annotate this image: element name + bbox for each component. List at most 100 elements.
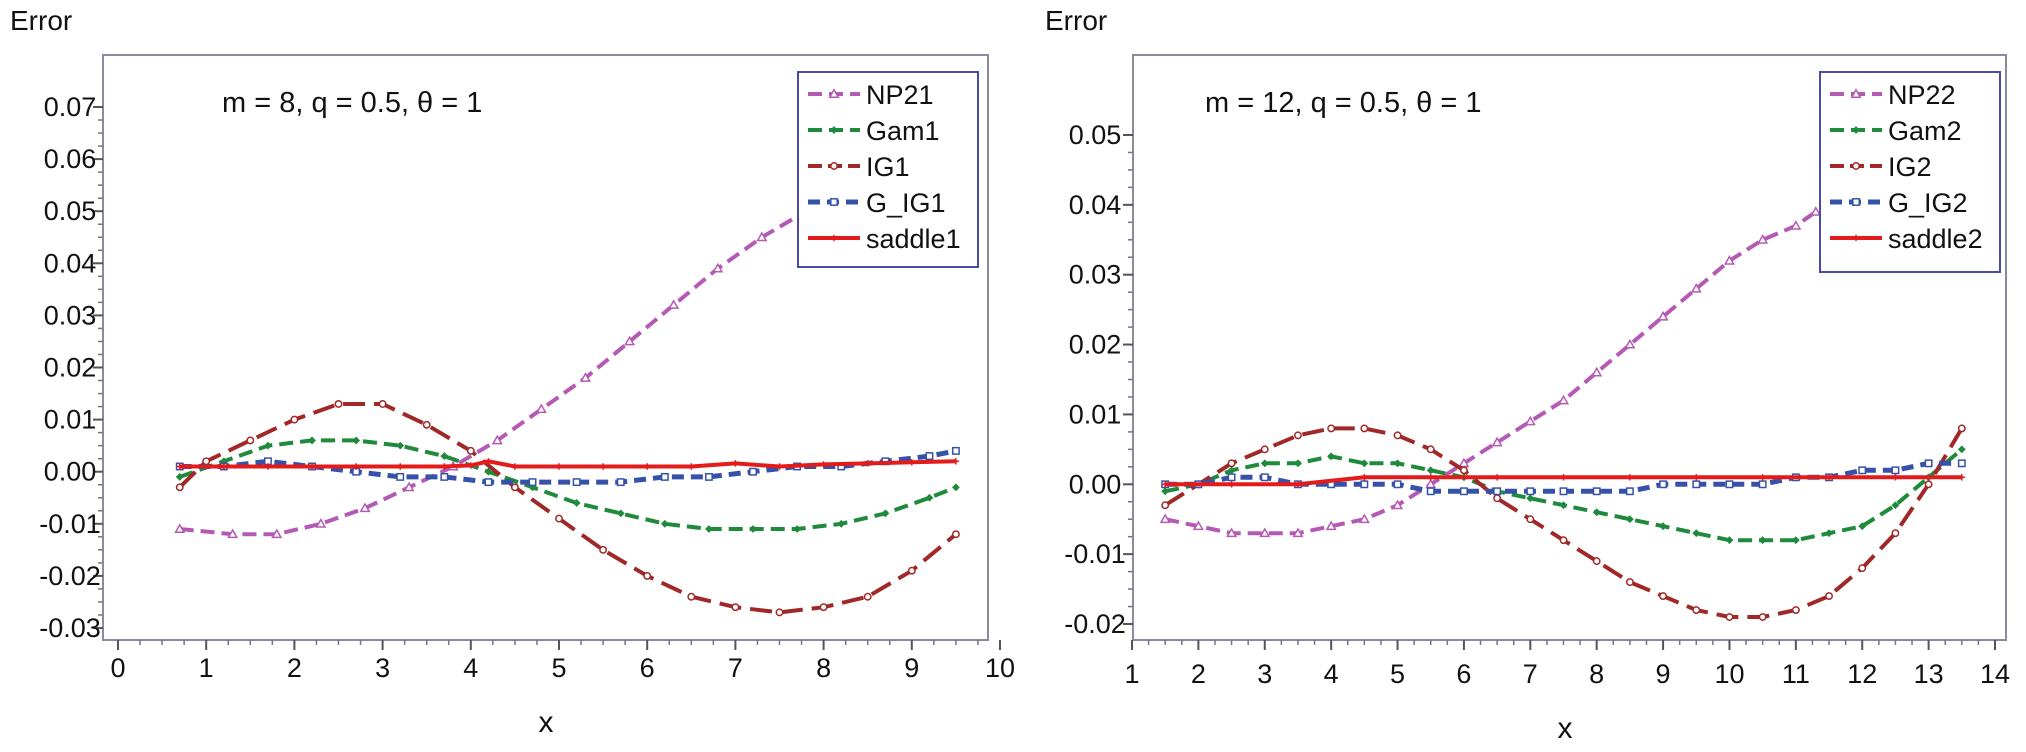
legend-marker xyxy=(828,88,840,98)
data-point-Gam2 xyxy=(1858,522,1867,531)
series-line-IG1 xyxy=(178,402,958,615)
data-point-Gam2 xyxy=(1625,515,1634,524)
data-point-G_IG2 xyxy=(1957,459,1966,468)
y-tick-label: -0.02 xyxy=(1064,609,1126,639)
data-point-G_IG1 xyxy=(396,472,405,481)
data-point-Gam1 xyxy=(951,483,960,492)
data-point-Gam1 xyxy=(881,509,890,518)
data-point-IG1 xyxy=(422,420,431,429)
data-point-G_IG1 xyxy=(660,472,669,481)
data-point-saddle1 xyxy=(308,463,316,470)
x-tick-label: 11 xyxy=(1782,659,1810,689)
data-point-IG2 xyxy=(1360,424,1369,433)
data-point-saddle1 xyxy=(599,463,607,470)
data-point-saddle2 xyxy=(1958,474,1966,481)
data-point-IG1 xyxy=(246,436,255,445)
data-point-IG1 xyxy=(643,571,652,580)
data-point-Gam2 xyxy=(1393,459,1402,468)
data-point-G_IG1 xyxy=(528,478,537,487)
data-point-G_IG2 xyxy=(1426,487,1435,496)
data-point-G_IG2 xyxy=(1526,487,1535,496)
data-point-IG1 xyxy=(599,545,608,554)
data-point-saddle2 xyxy=(1825,474,1833,481)
data-point-NP22 xyxy=(1558,394,1569,405)
data-point-saddle1 xyxy=(555,463,563,470)
data-point-G_IG2 xyxy=(1592,487,1601,496)
y-tick-label: 0.00 xyxy=(44,457,97,487)
data-point-IG2 xyxy=(1858,564,1867,573)
data-point-Gam1 xyxy=(352,436,361,445)
legend: NP21 Gam1 IG1 G_IG1 saddle1 xyxy=(797,71,979,268)
data-point-saddle1 xyxy=(511,463,519,470)
data-point-G_IG2 xyxy=(1725,480,1734,489)
data-point-Gam1 xyxy=(660,519,669,528)
y-tick-label: 0.06 xyxy=(44,144,97,174)
data-point-G_IG1 xyxy=(440,472,449,481)
y-tick-label: -0.01 xyxy=(1064,539,1126,569)
data-point-NP21 xyxy=(756,231,768,242)
data-point-NP22 xyxy=(1690,282,1702,293)
data-point-saddle1 xyxy=(176,463,183,470)
data-point-saddle2 xyxy=(1759,474,1766,481)
data-point-saddle1 xyxy=(908,459,915,466)
x-tick-label: 5 xyxy=(551,653,566,683)
x-tick-label: 4 xyxy=(463,653,478,683)
data-point-IG1 xyxy=(863,592,872,601)
legend-marker xyxy=(1852,162,1860,170)
chart-annotation: m = 8, q = 0.5, θ = 1 xyxy=(222,87,482,119)
data-point-Gam1 xyxy=(925,493,934,502)
data-point-saddle1 xyxy=(264,463,272,470)
data-point-Gam2 xyxy=(1825,529,1833,538)
legend-label: Gam2 xyxy=(1888,116,1962,146)
x-tick-label: 0 xyxy=(110,653,125,683)
data-point-NP22 xyxy=(1226,527,1238,538)
x-tick-label: 10 xyxy=(985,653,1015,683)
data-point-saddle1 xyxy=(688,463,695,470)
data-point-saddle1 xyxy=(220,463,228,470)
data-point-IG1 xyxy=(775,608,784,617)
data-point-IG2 xyxy=(1625,578,1634,587)
series-line-IG2 xyxy=(1164,426,1964,619)
data-point-NP21 xyxy=(271,528,283,539)
data-point-G_IG1 xyxy=(484,478,493,487)
data-point-G_IG2 xyxy=(1692,480,1701,489)
y-axis-label: Error xyxy=(10,5,72,36)
data-point-G_IG1 xyxy=(951,446,960,455)
x-tick-label: 5 xyxy=(1390,659,1405,689)
data-point-IG2 xyxy=(1294,431,1302,440)
series-line-NP21 xyxy=(179,178,852,537)
data-point-G_IG2 xyxy=(1659,480,1668,489)
data-point-G_IG2 xyxy=(1227,473,1236,482)
data-point-Gam2 xyxy=(1327,452,1336,461)
data-point-Gam2 xyxy=(1791,536,1800,545)
data-point-Gam1 xyxy=(793,525,802,533)
x-tick-label: 6 xyxy=(640,653,655,683)
data-point-G_IG2 xyxy=(1493,487,1502,496)
data-point-Gam2 xyxy=(1692,529,1701,538)
legend-marker xyxy=(1852,234,1860,242)
data-point-saddle2 xyxy=(1228,481,1235,488)
legend-marker xyxy=(830,198,838,206)
data-point-IG2 xyxy=(1825,592,1833,601)
legend-marker xyxy=(830,162,838,170)
data-point-NP21 xyxy=(668,299,680,309)
data-point-IG2 xyxy=(1227,459,1236,468)
y-tick-label: 0.05 xyxy=(1069,120,1122,150)
data-point-G_IG2 xyxy=(1459,487,1468,496)
data-point-IG1 xyxy=(731,603,740,612)
data-point-Gam2 xyxy=(1758,536,1767,545)
x-tick-label: 3 xyxy=(1257,659,1272,689)
data-point-NP22 xyxy=(1624,338,1636,349)
data-point-NP22 xyxy=(1325,520,1337,531)
y-tick-label: -0.01 xyxy=(39,509,101,539)
data-point-IG1 xyxy=(202,457,211,466)
x-tick-label: 12 xyxy=(1847,659,1877,689)
x-tick-label: 1 xyxy=(1124,659,1139,689)
data-point-IG2 xyxy=(1393,431,1402,440)
data-point-IG1 xyxy=(290,415,299,424)
data-point-IG2 xyxy=(1659,592,1668,601)
y-tick-label: 0.07 xyxy=(44,92,97,122)
legend-marker xyxy=(1852,126,1860,134)
plot-frame xyxy=(1132,54,2007,641)
data-point-Gam2 xyxy=(1161,487,1170,496)
